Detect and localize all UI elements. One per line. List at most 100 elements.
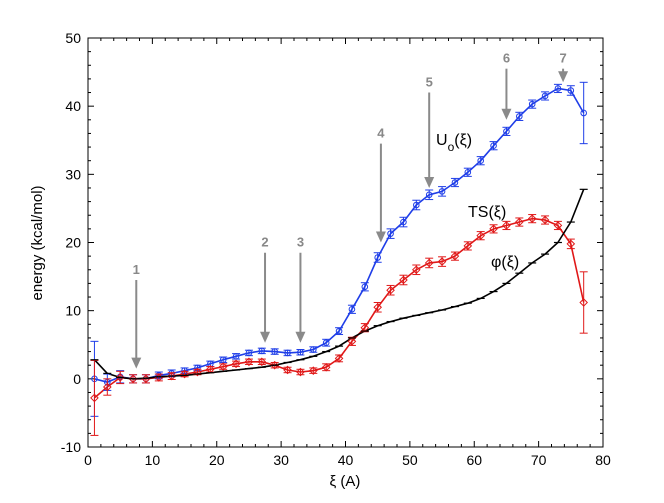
- y-axis-label: energy (kcal/mol): [29, 185, 46, 300]
- data-point: [399, 275, 408, 285]
- annotation-arrow-head: [295, 331, 306, 343]
- data-point: [180, 369, 189, 379]
- y-tick-label: -10: [61, 439, 81, 455]
- data-point: [334, 354, 344, 363]
- data-point: [387, 230, 394, 237]
- data-point: [489, 224, 498, 234]
- data-point: [527, 214, 537, 223]
- annotation-label: 4: [377, 126, 385, 141]
- data-point: [425, 191, 433, 199]
- data-point: [477, 157, 484, 164]
- data-point: [270, 360, 279, 370]
- data-point: [579, 298, 588, 307]
- data-point: [566, 239, 576, 249]
- annotation-arrow-head: [375, 231, 386, 243]
- x-axis-label: ξ (A): [330, 473, 361, 490]
- data-point: [451, 179, 459, 186]
- data-point: [464, 168, 472, 176]
- y-tick-label: 40: [65, 98, 81, 114]
- data-point: [244, 357, 254, 367]
- annotation-label: 7: [559, 51, 566, 66]
- x-tick-label: 0: [84, 452, 92, 468]
- data-point: [103, 382, 112, 392]
- y-tick-label: 20: [65, 235, 81, 251]
- data-point: [374, 254, 381, 261]
- data-point: [167, 371, 176, 381]
- x-tick-label: 20: [209, 452, 225, 468]
- annotation-label: 1: [133, 262, 140, 277]
- series-label-u0-sub: o: [448, 140, 455, 154]
- annotation-label: 2: [261, 235, 268, 250]
- data-point: [412, 265, 421, 275]
- data-point: [450, 251, 460, 261]
- data-point: [400, 218, 407, 226]
- annotation-arrow-head: [424, 176, 435, 188]
- series-label-u0: Uo(ξ): [436, 132, 472, 154]
- data-point: [503, 128, 510, 135]
- annotation-arrows: 1 2 3 4 5 6 7: [131, 51, 569, 369]
- data-point: [515, 217, 524, 227]
- annotation-label: 5: [426, 75, 433, 90]
- annotation-arrow-head: [558, 71, 569, 83]
- y-tick-label: 10: [65, 303, 81, 319]
- data-point: [245, 349, 253, 357]
- data-point: [553, 221, 563, 230]
- data-point: [502, 221, 511, 230]
- data-point: [490, 142, 497, 150]
- data-point: [347, 337, 357, 346]
- x-tick-label: 30: [273, 452, 289, 468]
- data-point: [554, 85, 562, 92]
- y-tick-label: 50: [65, 30, 81, 46]
- plot-frame: [87, 37, 604, 448]
- data-point: [437, 257, 447, 266]
- annotation-label: 3: [297, 235, 304, 250]
- y-tick-label: 30: [65, 166, 81, 182]
- data-point: [540, 215, 550, 225]
- x-tick-label: 70: [531, 452, 547, 468]
- data-point: [373, 302, 382, 312]
- x-tick-label: 60: [466, 452, 482, 468]
- data-point: [218, 362, 228, 371]
- data-point: [580, 109, 587, 117]
- data-point: [310, 346, 317, 353]
- x-tick-label: 10: [145, 452, 161, 468]
- data-point: [413, 201, 420, 209]
- annotation-arrow-head: [260, 331, 271, 343]
- series-label-u0-main: U: [436, 132, 448, 149]
- data-point: [193, 367, 202, 377]
- data-point: [271, 348, 278, 355]
- data-point: [463, 241, 473, 251]
- series-label-u0-rest: (ξ): [454, 132, 472, 149]
- data-point: [321, 362, 331, 372]
- data-point: [284, 349, 291, 357]
- data-point: [128, 374, 138, 384]
- data-point: [438, 188, 446, 195]
- data-point: [567, 87, 575, 94]
- y-tick-label: 0: [73, 371, 81, 387]
- data-point: [476, 231, 485, 240]
- data-point: [231, 359, 241, 369]
- series-labels: Uo(ξ) TS(ξ) φ(ξ): [436, 132, 519, 271]
- data-point: [516, 113, 523, 120]
- annotation-arrow-head: [131, 357, 142, 369]
- data-point: [297, 348, 304, 356]
- data-point: [232, 353, 240, 360]
- series-label-ts: TS(ξ): [468, 204, 506, 221]
- data-point: [257, 357, 267, 367]
- annotation-arrow-head: [501, 108, 512, 120]
- data-point: [90, 393, 99, 403]
- data-point: [115, 373, 125, 382]
- annotation-label: 6: [503, 51, 510, 66]
- series-markers: [90, 81, 588, 436]
- series-label-phi: φ(ξ): [491, 254, 519, 271]
- data-point: [528, 100, 536, 108]
- data-point: [541, 92, 549, 100]
- x-tick-label: 80: [595, 452, 611, 468]
- data-point: [424, 258, 434, 268]
- data-point: [296, 367, 305, 377]
- data-point: [283, 365, 292, 375]
- x-tick-label: 40: [338, 452, 354, 468]
- data-point: [258, 347, 266, 355]
